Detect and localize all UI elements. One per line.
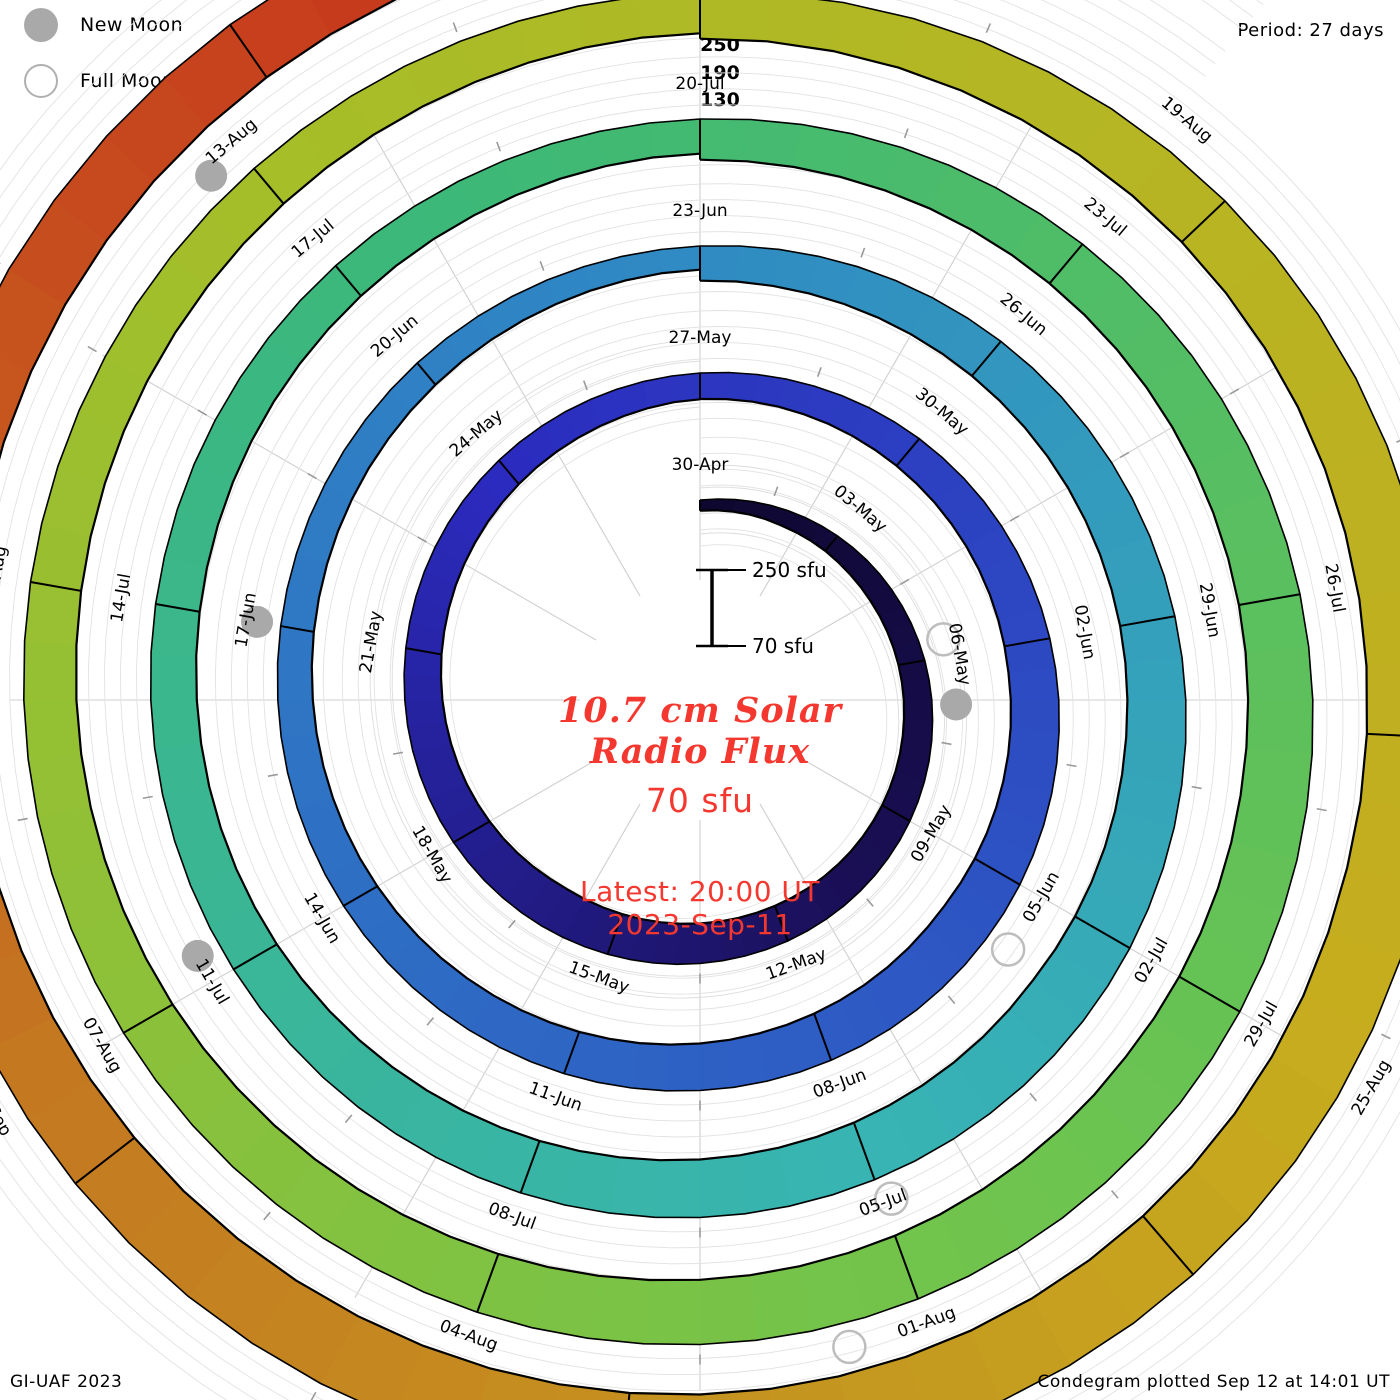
scale-bar-top-label: 250 sfu [752, 558, 827, 582]
spiral-date-label: 26-Jul [1320, 562, 1348, 614]
spiral-date-label: 14-Jul [107, 572, 135, 624]
scale-bar-bottom-label: 70 sfu [752, 634, 814, 658]
spiral-date-label: 30-May [911, 384, 972, 440]
new-moon-marker-icon [940, 688, 973, 721]
new-moon-marker-icon [181, 939, 214, 972]
footer-plot-time: Condegram plotted Sep 12 at 14:01 UT [1037, 1372, 1390, 1392]
legend-full-moon-label: Full Moon [80, 70, 175, 92]
scale-number-130: 130 [700, 89, 740, 112]
spiral-date-label: 03-May [830, 481, 891, 537]
spiral-date-label: 11-Jul [191, 956, 233, 1009]
spiral-date-label: 11-Jun [526, 1078, 585, 1116]
legend-full-moon: Full Moon [24, 64, 175, 98]
new-moon-marker-icon [195, 159, 228, 192]
spiral-date-label: 02-Jul [1130, 934, 1172, 987]
period-note: Period: 27 days [1237, 20, 1384, 41]
spiral-date-label: 24-May [446, 406, 507, 462]
spiral-date-label: 05-Jul [857, 1185, 910, 1221]
spiral-date-label: 26-Jun [996, 289, 1051, 340]
spiral-date-label: 20-Jun [367, 311, 422, 362]
spiral-date-label: 08-Jun [810, 1065, 869, 1103]
spiral-date-label: 08-Jul [485, 1199, 538, 1235]
spiral-date-label: 21-May [356, 609, 387, 674]
full-moon-marker-icon [926, 622, 961, 657]
full-moon-marker-icon [990, 932, 1026, 967]
full-moon-icon [24, 64, 58, 98]
moon-phase-markers [181, 159, 1026, 1365]
spiral-date-label: 17-Jul [288, 215, 339, 262]
spiral-date-label: 29-Jul [1240, 998, 1282, 1051]
spiral-date-label: 27-May [669, 328, 732, 348]
full-moon-marker-icon [874, 1181, 909, 1216]
spiral-date-label: 02-Jun [1070, 603, 1099, 661]
sfu-scale-bar: 250 sfu 70 sfu [696, 558, 827, 658]
spiral-date-label: 23-Jun [672, 201, 727, 221]
spiral-date-label: 14-Jun [299, 889, 344, 947]
spiral-date-label: 10-Aug [0, 544, 11, 607]
spiral-date-label: 25-Aug [1348, 1056, 1396, 1118]
footer-credit: GI-UAF 2023 [10, 1372, 123, 1392]
spiral-date-label: 19-Aug [1157, 93, 1216, 147]
new-moon-icon [24, 8, 58, 42]
spiral-date-label: 29-Jun [1195, 581, 1224, 639]
spiral-date-label: 05-Jun [1019, 868, 1064, 926]
full-moon-marker-icon [832, 1329, 867, 1365]
spiral-date-label: 30-Apr [672, 455, 729, 475]
spiral-date-label: 20-Jul [675, 74, 724, 94]
spiral-date-label: 04-Aug [437, 1316, 501, 1356]
new-moon-marker-icon [241, 605, 274, 638]
